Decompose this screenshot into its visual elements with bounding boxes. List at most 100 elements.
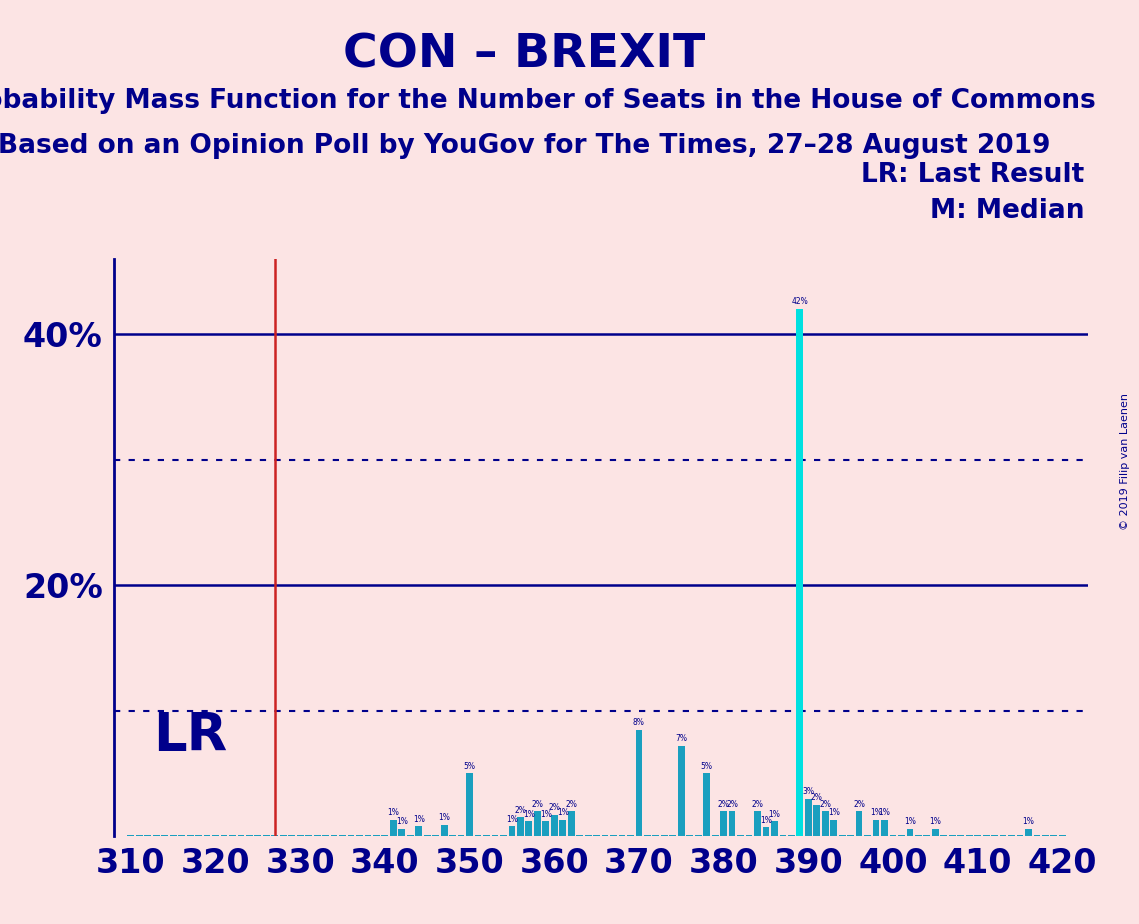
Text: 1%: 1% — [769, 809, 780, 819]
Text: 1%: 1% — [439, 813, 450, 822]
Text: Probability Mass Function for the Number of Seats in the House of Commons: Probability Mass Function for the Number… — [0, 88, 1096, 114]
Bar — [229, 835, 236, 836]
Bar — [949, 835, 956, 836]
Bar — [712, 835, 719, 836]
Bar — [670, 835, 677, 836]
Bar — [221, 835, 228, 836]
Bar — [475, 835, 482, 836]
Bar — [263, 835, 270, 836]
Text: 2%: 2% — [515, 806, 526, 815]
Bar — [170, 835, 177, 836]
Bar — [280, 835, 287, 836]
Text: 1%: 1% — [387, 808, 400, 818]
Bar — [466, 773, 473, 836]
Bar — [347, 835, 354, 836]
Bar — [1025, 829, 1032, 836]
Bar — [212, 835, 219, 836]
Bar — [653, 835, 659, 836]
Bar — [441, 825, 448, 836]
Bar — [551, 815, 558, 836]
Bar — [805, 798, 812, 836]
Text: 1%: 1% — [396, 817, 408, 826]
Bar — [500, 835, 507, 836]
Text: 2%: 2% — [811, 794, 822, 802]
Bar — [966, 835, 973, 836]
Bar — [517, 818, 524, 836]
Bar — [449, 835, 456, 836]
Text: 1%: 1% — [828, 808, 839, 818]
Bar — [771, 821, 778, 836]
Bar — [145, 835, 151, 836]
Text: 1%: 1% — [878, 808, 891, 818]
Text: 5%: 5% — [700, 762, 713, 771]
Text: 8%: 8% — [633, 718, 645, 727]
Bar — [374, 835, 379, 836]
Bar — [492, 835, 499, 836]
Text: 2%: 2% — [752, 799, 763, 808]
Bar — [1059, 835, 1066, 836]
Text: 1%: 1% — [904, 817, 916, 826]
Bar — [297, 835, 304, 836]
Bar — [644, 835, 650, 836]
Bar — [636, 730, 642, 836]
Bar — [1000, 835, 1007, 836]
Bar — [618, 835, 625, 836]
Bar — [611, 835, 617, 836]
Text: M: Median: M: Median — [929, 198, 1084, 224]
Text: 3%: 3% — [802, 787, 814, 796]
Text: 1%: 1% — [523, 809, 535, 819]
Bar — [508, 826, 515, 836]
Bar — [483, 835, 490, 836]
Bar — [330, 835, 337, 836]
Bar — [568, 811, 574, 836]
Text: 1%: 1% — [760, 816, 772, 825]
Bar — [399, 829, 405, 836]
Text: 2%: 2% — [532, 799, 543, 808]
Bar — [288, 835, 295, 836]
Bar — [593, 835, 600, 836]
Bar — [855, 811, 862, 836]
Bar — [136, 835, 142, 836]
Bar — [525, 821, 532, 836]
Bar — [847, 835, 854, 836]
Bar — [339, 835, 346, 836]
Text: 2%: 2% — [819, 799, 831, 808]
Text: 7%: 7% — [675, 735, 687, 743]
Bar — [187, 835, 194, 836]
Text: 1%: 1% — [1023, 817, 1034, 826]
Text: 1%: 1% — [506, 815, 518, 823]
Bar — [822, 811, 828, 836]
Text: 5%: 5% — [464, 762, 476, 771]
Bar — [534, 811, 541, 836]
Bar — [678, 746, 685, 836]
Bar — [865, 835, 871, 836]
Text: © 2019 Filip van Laenen: © 2019 Filip van Laenen — [1120, 394, 1130, 530]
Bar — [542, 821, 549, 836]
Bar — [407, 835, 413, 836]
Bar — [779, 835, 786, 836]
Text: LR: LR — [153, 710, 228, 761]
Bar — [416, 826, 423, 836]
Bar — [1017, 835, 1023, 836]
Bar — [687, 835, 694, 836]
Text: 1%: 1% — [929, 817, 941, 826]
Bar — [433, 835, 439, 836]
Bar — [890, 835, 896, 836]
Bar — [941, 835, 948, 836]
Bar — [458, 835, 465, 836]
Text: 2%: 2% — [853, 799, 865, 808]
Text: Based on an Opinion Poll by YouGov for The Times, 27–28 August 2019: Based on an Opinion Poll by YouGov for T… — [0, 133, 1050, 159]
Bar — [195, 835, 202, 836]
Bar — [872, 820, 879, 836]
Bar — [830, 820, 837, 836]
Bar — [382, 835, 388, 836]
Bar — [364, 835, 371, 836]
Bar — [1033, 835, 1040, 836]
Bar — [162, 835, 169, 836]
Bar — [424, 835, 431, 836]
Bar — [695, 835, 702, 836]
Bar — [746, 835, 753, 836]
Bar — [661, 835, 667, 836]
Bar — [703, 773, 710, 836]
Bar — [983, 835, 990, 836]
